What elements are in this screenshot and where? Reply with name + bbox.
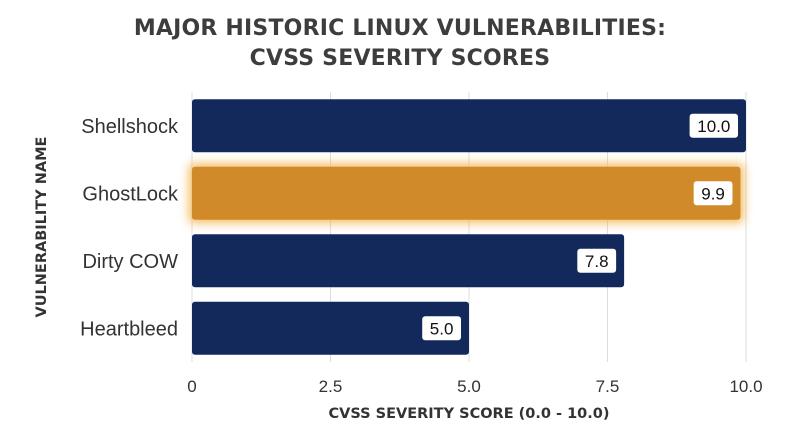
x-tick-label: 7.5 bbox=[596, 377, 620, 396]
x-tick-labels: 0 2.5 5.0 7.5 10.0 bbox=[187, 377, 762, 396]
value-label: 9.9 bbox=[701, 184, 725, 203]
x-tick-label: 0 bbox=[187, 377, 196, 396]
value-label: 10.0 bbox=[697, 117, 730, 136]
category-labels: Shellshock GhostLock Dirty COW Heartbleed bbox=[80, 116, 179, 341]
x-axis-title: CVSS SEVERITY SCORE (0.0 - 10.0) bbox=[329, 406, 610, 422]
y-axis-title: VULNERABILITY NAME bbox=[34, 137, 50, 318]
chart-title-line-2: CVSS SEVERITY SCORES bbox=[249, 46, 551, 71]
value-label-box bbox=[422, 316, 461, 341]
value-label-box bbox=[577, 248, 617, 273]
category-label: Dirty COW bbox=[82, 251, 178, 273]
category-label: GhostLock bbox=[82, 183, 179, 205]
value-label: 7.8 bbox=[585, 252, 609, 271]
value-label: 5.0 bbox=[430, 319, 454, 338]
chart-title: MAJOR HISTORIC LINUX VULNERABILITIES: CV… bbox=[0, 14, 800, 74]
chart-title-line-1: MAJOR HISTORIC LINUX VULNERABILITIES: bbox=[133, 16, 667, 41]
category-label: Shellshock bbox=[81, 116, 179, 138]
bar-shellshock bbox=[192, 99, 746, 153]
category-label: Heartbleed bbox=[80, 318, 178, 340]
bars: 10.0 9.9 7.8 5.0 bbox=[189, 99, 746, 355]
bar-dirty-cow bbox=[192, 234, 625, 288]
value-label-box bbox=[693, 181, 733, 206]
x-tick-label: 5.0 bbox=[457, 377, 481, 396]
value-label-box bbox=[689, 113, 738, 138]
bar-ghostlock bbox=[192, 166, 741, 220]
x-tick-label: 10.0 bbox=[729, 377, 762, 396]
bar-heartbleed bbox=[192, 301, 469, 355]
x-tick-label: 2.5 bbox=[319, 377, 343, 396]
